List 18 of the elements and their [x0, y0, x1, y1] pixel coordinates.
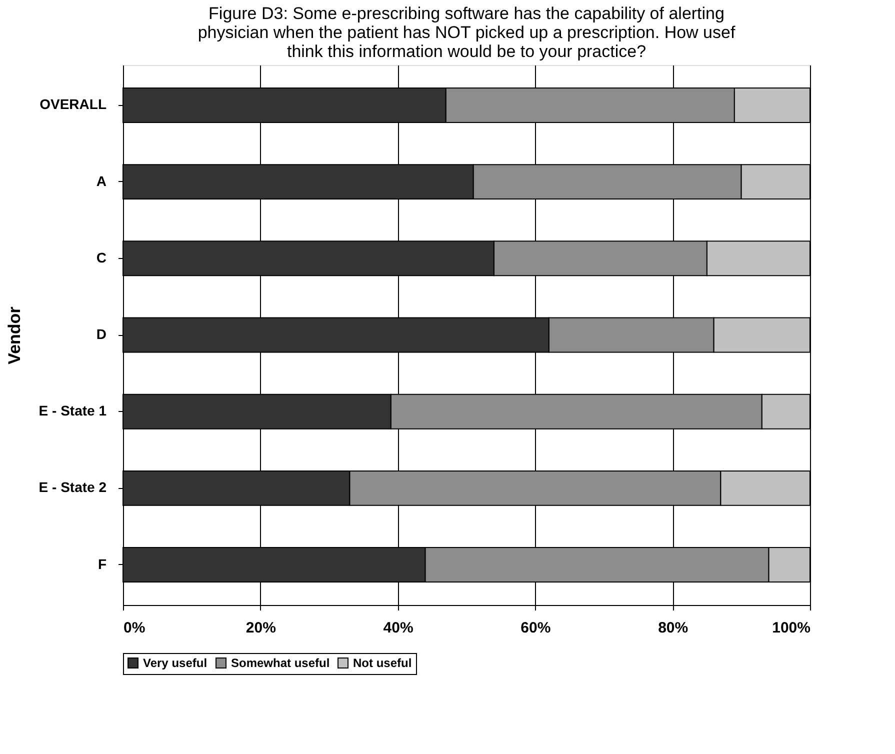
y-tick-label: A — [96, 172, 106, 189]
y-tick-label: E - State 1 — [38, 402, 107, 419]
y-tick-label: D — [96, 326, 106, 342]
x-tick-label: 80% — [658, 620, 688, 636]
y-tick-label: C — [96, 249, 106, 266]
y-tick-label: E - State 2 — [38, 479, 107, 496]
legend-label: Very useful — [143, 656, 208, 670]
x-tick-label: 20% — [246, 620, 276, 636]
x-tick-label: 100% — [772, 620, 810, 636]
x-tick-label: 0% — [124, 620, 146, 636]
y-axis-title: Vendor — [4, 306, 24, 364]
legend-label: Somewhat useful — [231, 656, 330, 670]
x-tick-label: 60% — [520, 620, 551, 636]
chart-title: Figure D3: Some e-prescribing software has the capability of alerting physician when the patient has NOT picked up a prescription. How usef think this information would be to your practice? — [198, 4, 736, 61]
y-tick-label: OVERALL — [40, 96, 107, 112]
x-tick-label: 40% — [383, 620, 414, 636]
y-tick-label: F — [98, 556, 107, 572]
legend-label: Not useful — [353, 656, 412, 670]
